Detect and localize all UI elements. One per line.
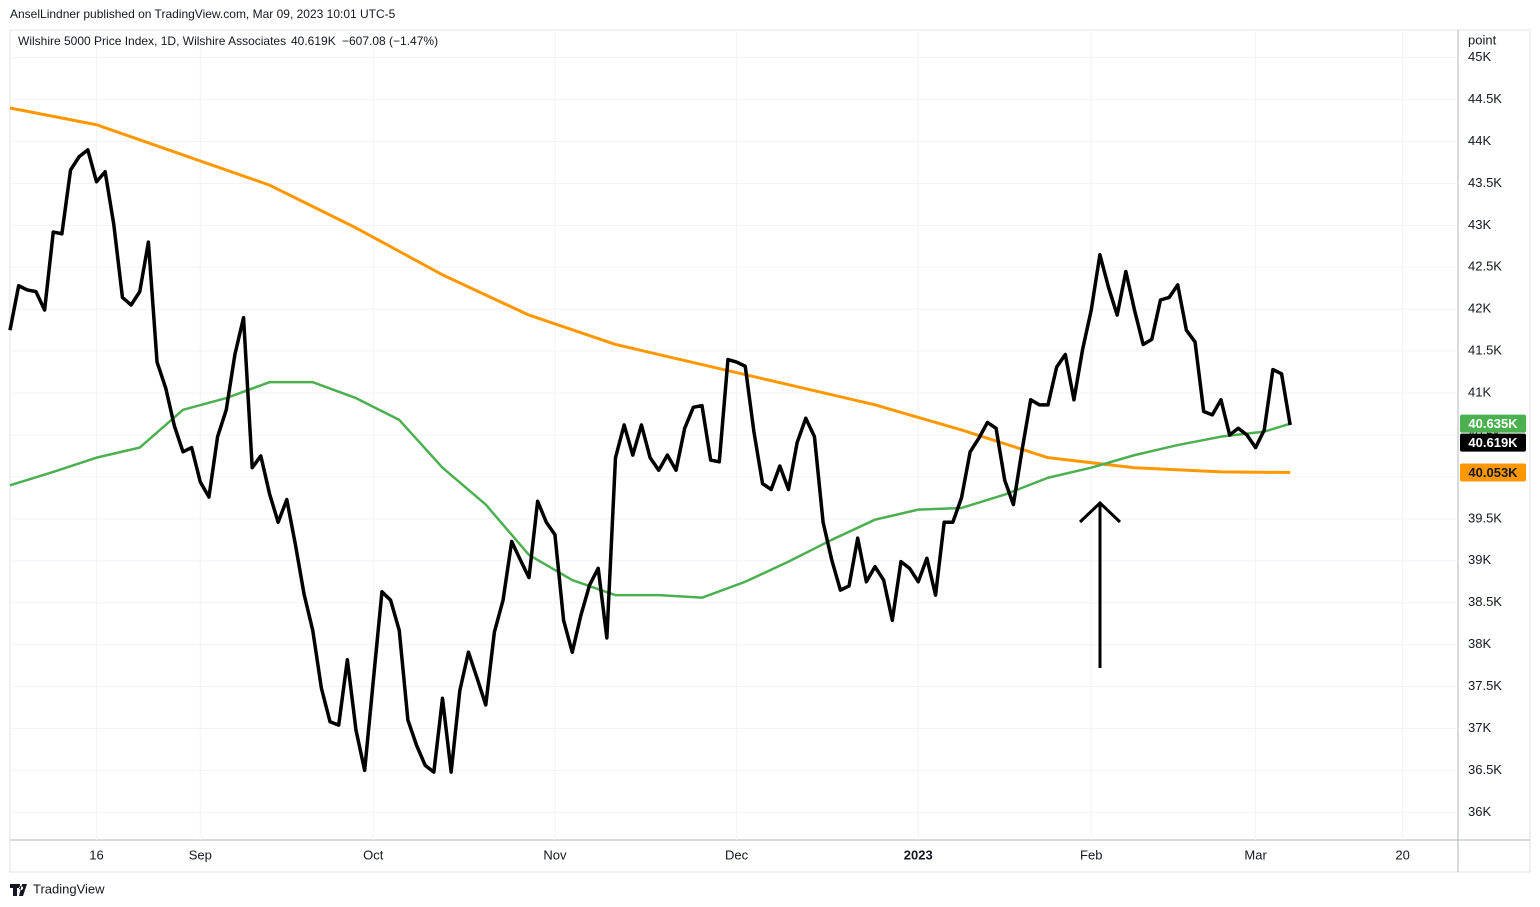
y-tick-label: 42.5K [1468, 259, 1502, 274]
series-line [9, 380, 1291, 599]
y-tick-label: 39.5K [1468, 510, 1502, 525]
frame [9, 29, 1531, 873]
change: −607.08 (−1.47%) [342, 34, 438, 48]
arrow-head [1078, 500, 1122, 524]
y-axis-label: point [1468, 32, 1497, 47]
chart-title: Wilshire 5000 Price Index, 1D, Wilshire … [18, 34, 286, 48]
x-tick-label: Feb [1080, 847, 1102, 862]
y-tick-label: 43K [1468, 217, 1491, 232]
last-value-badge [1460, 433, 1526, 452]
x-tick-label: 16 [89, 847, 103, 862]
y-tick-label: 36K [1468, 804, 1491, 819]
y-tick-label: 36.5K [1468, 762, 1502, 777]
x-tick-label: Mar [1244, 847, 1267, 862]
y-tick-label: 39K [1468, 552, 1491, 567]
y-tick-label: 38K [1468, 636, 1491, 651]
x-tick-label: Sep [189, 847, 212, 862]
plot [8, 106, 1292, 774]
x-tick-label: 2023 [904, 847, 933, 862]
brand-name: TradingView [33, 881, 105, 896]
x-tick-label: Oct [363, 847, 384, 862]
y-tick-label: 44K [1468, 133, 1491, 148]
brand: TradingView [10, 881, 105, 896]
y-tick-label: 43.5K [1468, 175, 1502, 190]
brand-logo [10, 884, 27, 896]
y-tick-label: 37.5K [1468, 678, 1502, 693]
arrow-annotation [1078, 500, 1122, 668]
x-tick-label: Nov [543, 847, 567, 862]
series-line [9, 106, 1291, 474]
y-tick-label: 42K [1468, 301, 1491, 316]
last-value-label: 40.635K [1468, 416, 1518, 431]
y-tick-label: 38.5K [1468, 594, 1502, 609]
series-line [8, 148, 1292, 774]
byline: AnselLindner published on TradingView.co… [10, 7, 396, 21]
last-value-badge [1460, 414, 1526, 433]
x-tick-label: 20 [1395, 847, 1409, 862]
last-value-label: 40.619K [1468, 435, 1518, 450]
last-value-label: 40.053K [1468, 465, 1518, 480]
x-tick-label: Dec [725, 847, 749, 862]
y-tick-label: 41K [1468, 385, 1491, 400]
last-price: 40.619K [291, 34, 336, 48]
last-value-badge [1460, 463, 1526, 482]
y-tick-label: 44.5K [1468, 91, 1502, 106]
y-tick-label: 37K [1468, 720, 1491, 735]
y-tick-label: 45K [1468, 49, 1491, 64]
y-tick-label: 41.5K [1468, 343, 1502, 358]
